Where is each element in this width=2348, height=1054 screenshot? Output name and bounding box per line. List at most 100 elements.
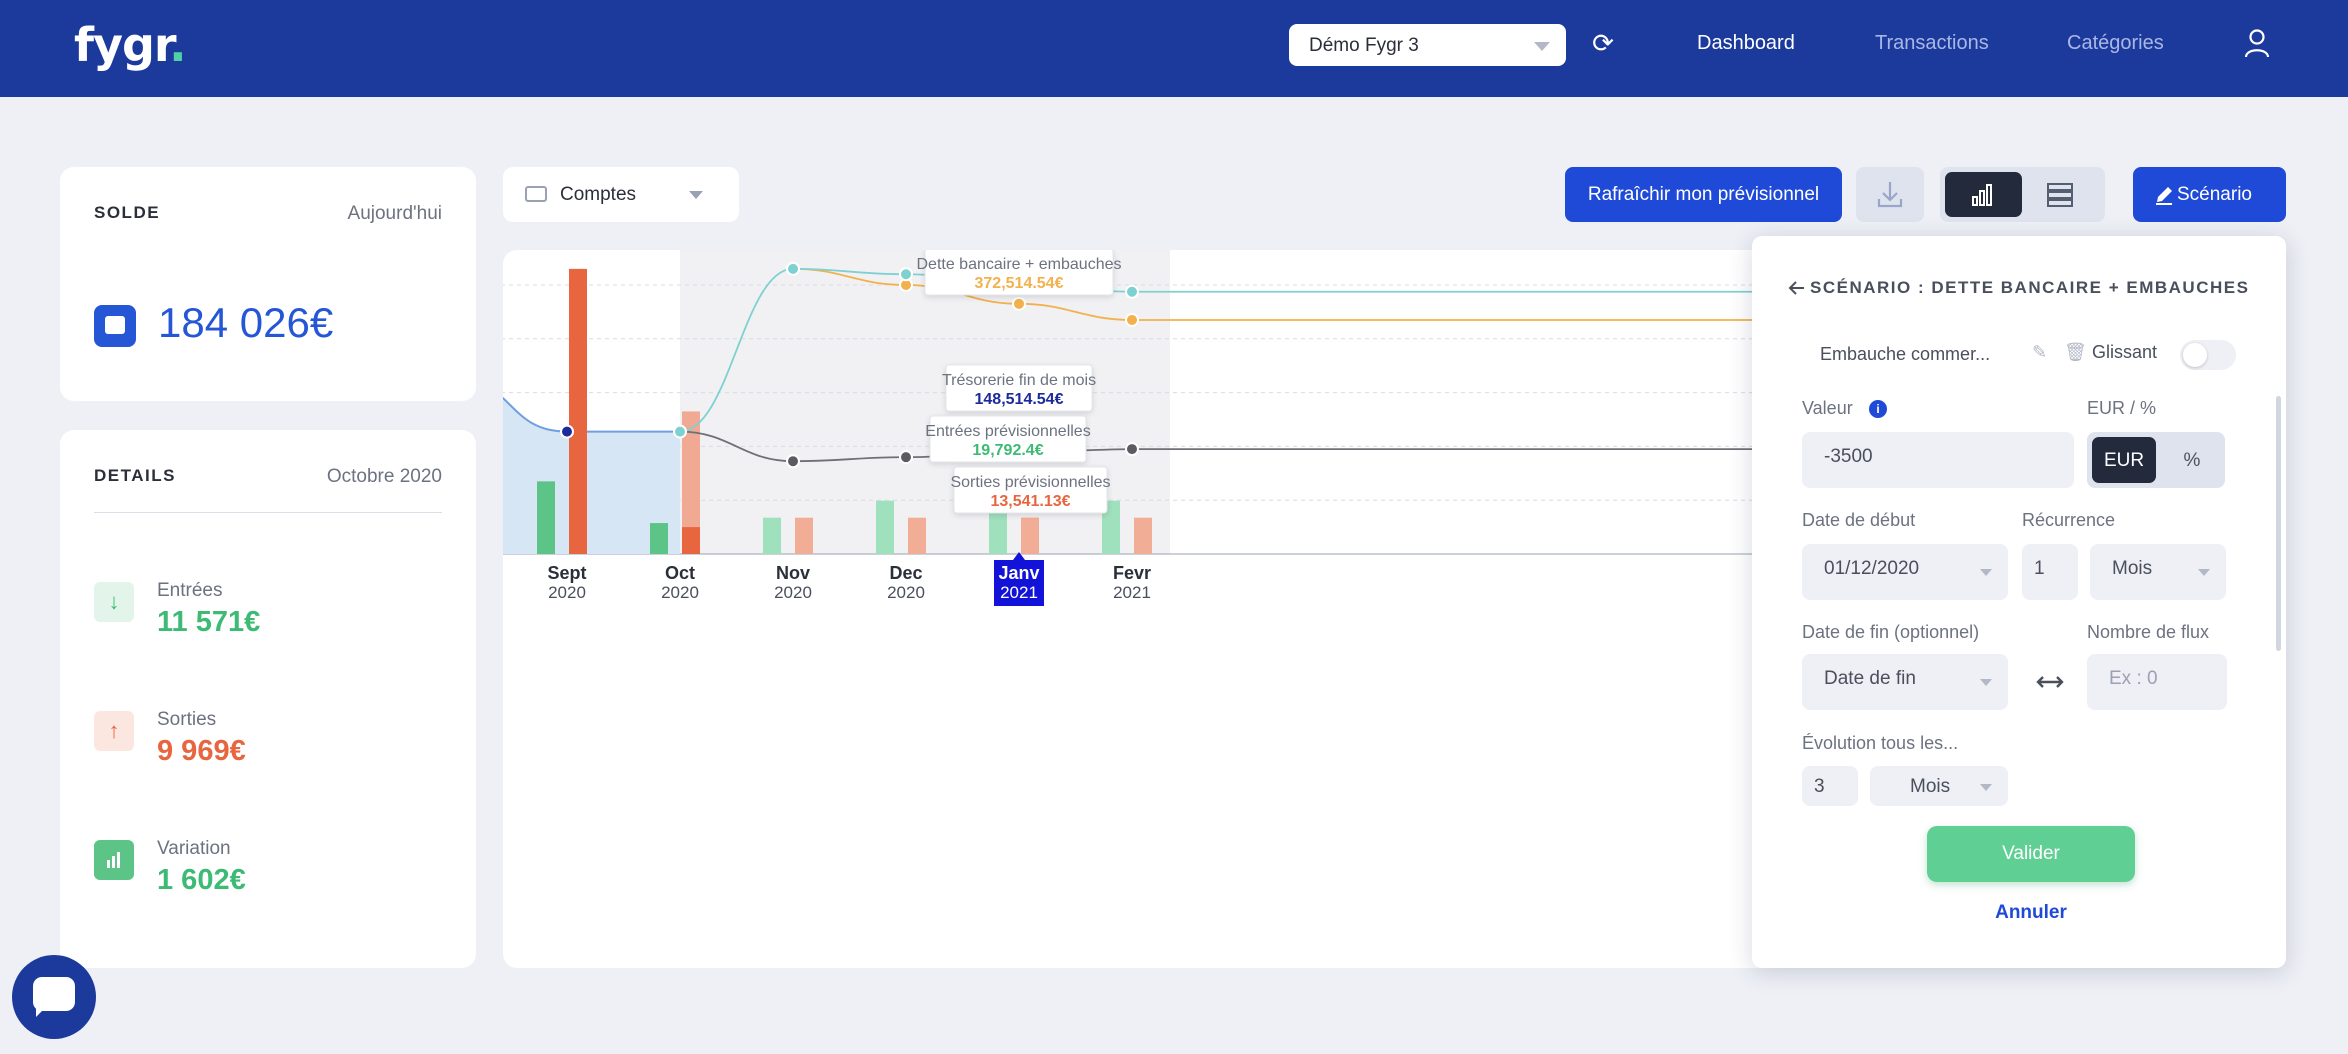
x-tick-month: Fevr [1113,563,1151,583]
tooltip-label: Sorties prévisionnelles [950,474,1110,491]
panel-scrollbar[interactable] [2276,396,2281,651]
tooltip-value: 13,541.13€ [990,493,1070,510]
inflow-bar [1102,500,1120,554]
bar-chart-icon [1972,184,1992,206]
outflow-bar [569,268,587,554]
inflow-bar [763,517,781,554]
glissant-label: Glissant [2092,342,2158,362]
accounts-select-value: Comptes [560,184,637,205]
edit-icon[interactable]: ✎ [2032,342,2048,362]
download-icon [1877,182,1903,208]
entrees-label: Entrées [157,580,223,601]
chevron-down-icon [1980,679,1992,686]
valeur-input[interactable]: -3500 [1802,432,2074,488]
sorties-value: 9 969€ [157,735,246,767]
double-arrow-icon [2036,676,2064,688]
outflow-bar [908,517,926,554]
x-tick-year: 2020 [548,583,586,602]
date-fin-select[interactable]: Date de fin [1802,654,2008,710]
scenario-button[interactable]: Scénario [2133,167,2286,222]
tooltip-box [929,415,1087,463]
unit-eur-option[interactable]: EUR [2092,437,2156,483]
outflow-bar-ghost [682,411,700,554]
valider-button[interactable]: Valider [1927,826,2135,882]
outflow-bar [795,517,813,554]
unit-switch[interactable]: EUR % [2087,432,2225,488]
evolution-unit-value: Mois [1910,776,1951,797]
chevron-down-icon [1534,42,1550,51]
nav-categories[interactable]: Catégories [2067,32,2164,54]
tooltip-label: Trésorerie fin de mois [942,372,1096,389]
bar-chart-icon [94,840,134,880]
details-card: DETAILS Octobre 2020 ↓ Entrées 11 571€ ↑… [60,430,476,968]
user-icon[interactable] [2244,28,2270,58]
refresh-forecast-button[interactable]: Rafraîchir mon prévisionnel [1565,167,1842,222]
entrees-value: 11 571€ [157,606,261,638]
back-arrow-icon[interactable] [1788,280,1806,296]
tooltip-box [924,250,1114,296]
nb-flux-input[interactable]: Ex : 0 [2087,654,2227,710]
refresh-icon[interactable]: ⟳ [1592,28,1614,58]
nb-flux-label: Nombre de flux [2087,622,2210,642]
arrow-up-icon: ↑ [94,711,134,751]
view-toggle[interactable] [1940,167,2105,222]
pencil-icon [2156,187,2172,205]
scenario-panel: SCÉNARIO : DETTE BANCAIRE + EMBAUCHES Em… [1752,236,2286,968]
accounts-select[interactable]: Comptes [503,167,739,222]
selected-month-highlight [994,560,1044,606]
forecast-point [786,454,800,469]
evolution-unit-select[interactable]: Mois [1870,766,2008,806]
x-tick-year: 2021 [1000,583,1038,602]
table-view-icon[interactable] [2045,181,2075,209]
chevron-down-icon [2198,569,2210,576]
wallet-icon [94,305,136,347]
scenario-title: SCÉNARIO : DETTE BANCAIRE + EMBAUCHES [1810,278,2250,297]
tooltip-value: 19,792.4€ [972,442,1043,459]
date-fin-label: Date de fin (optionnel) [1802,622,1980,642]
inflow-bar [989,500,1007,554]
recurrence-input[interactable]: 1 [2022,544,2078,600]
debt-point [899,267,913,282]
chevron-down-icon [1980,569,1992,576]
forecast-chart[interactable]: 020k40k60k80k100k‹Aou2020Sept2020Oct2020… [503,250,2286,968]
solde-card: SOLDE Aujourd'hui 184 026€ [60,167,476,401]
fygr-logo[interactable]: fygr. [74,18,187,72]
chat-bubble-icon[interactable] [12,955,96,1039]
organization-select-value: Démo Fygr 3 [1309,35,1419,56]
download-button[interactable] [1856,167,1924,222]
outflow-bar [1021,517,1039,554]
annuler-button[interactable]: Annuler [1995,902,2067,923]
organization-select[interactable]: Démo Fygr 3 [1289,24,1566,66]
info-icon[interactable]: i [1869,400,1887,418]
nav-transactions[interactable]: Transactions [1875,32,1989,54]
valeur-label: Valeur [1802,398,1853,418]
chart-view-button[interactable] [1945,172,2022,217]
debt-hiring-line [792,267,2286,321]
solde-value: 184 026€ [158,299,334,346]
debt-point [1125,284,1139,299]
x-tick-year: 2020 [661,583,699,602]
x-tick-month: Nov [776,563,810,583]
top-bar: fygr. Démo Fygr 3 ⟳ Dashboard Transactio… [0,0,2348,97]
evolution-input[interactable]: 3 [1802,766,1858,806]
details-period: Octobre 2020 [326,466,442,487]
scenario-item-name[interactable]: Embauche commer... [1820,344,1991,364]
date-debut-label: Date de début [1802,510,1916,530]
divider [94,512,442,513]
glissant-toggle[interactable] [2180,340,2236,370]
recurrence-unit-value: Mois [2112,558,2153,579]
unit-percent-option[interactable]: % [2183,450,2201,471]
debt-point [673,424,687,439]
chevron-down-icon [689,191,703,199]
date-debut-select[interactable]: 01/12/2020 [1802,544,2008,600]
forecast-point [1125,442,1139,457]
x-tick-month: Oct [665,563,695,583]
nav-dashboard[interactable]: Dashboard [1697,32,1795,54]
debt-point [786,261,800,276]
recurrence-unit-select[interactable]: Mois [2090,544,2226,600]
evolution-label: Évolution tous les... [1802,733,1959,753]
trash-icon[interactable]: 🗑 [2064,342,2087,362]
tooltip-label: Dette bancaire + embauches [916,256,1121,273]
forecast-point [899,450,913,465]
tooltip-box [945,364,1093,412]
